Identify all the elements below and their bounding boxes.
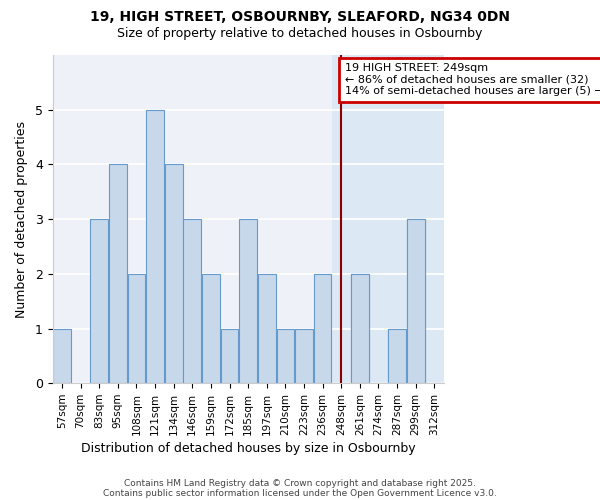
- Bar: [146, 110, 164, 383]
- Bar: [165, 164, 182, 383]
- Bar: [128, 274, 145, 383]
- Text: Contains HM Land Registry data © Crown copyright and database right 2025.: Contains HM Land Registry data © Crown c…: [124, 478, 476, 488]
- Bar: [53, 328, 71, 383]
- Bar: [351, 274, 368, 383]
- Bar: [91, 219, 108, 383]
- Bar: [221, 328, 238, 383]
- Bar: [295, 328, 313, 383]
- Text: 19, HIGH STREET, OSBOURNBY, SLEAFORD, NG34 0DN: 19, HIGH STREET, OSBOURNBY, SLEAFORD, NG…: [90, 10, 510, 24]
- Bar: [239, 219, 257, 383]
- Bar: [332, 55, 443, 383]
- Bar: [184, 219, 201, 383]
- X-axis label: Distribution of detached houses by size in Osbournby: Distribution of detached houses by size …: [81, 442, 415, 455]
- Bar: [351, 274, 368, 383]
- Bar: [277, 328, 294, 383]
- Bar: [388, 328, 406, 383]
- Bar: [407, 219, 425, 383]
- Bar: [258, 274, 275, 383]
- Y-axis label: Number of detached properties: Number of detached properties: [15, 120, 28, 318]
- Bar: [109, 164, 127, 383]
- Text: 19 HIGH STREET: 249sqm
← 86% of detached houses are smaller (32)
14% of semi-det: 19 HIGH STREET: 249sqm ← 86% of detached…: [345, 63, 600, 96]
- Bar: [314, 274, 331, 383]
- Bar: [407, 219, 425, 383]
- Text: Size of property relative to detached houses in Osbournby: Size of property relative to detached ho…: [118, 28, 482, 40]
- Bar: [388, 328, 406, 383]
- Text: Contains public sector information licensed under the Open Government Licence v3: Contains public sector information licen…: [103, 488, 497, 498]
- Bar: [202, 274, 220, 383]
